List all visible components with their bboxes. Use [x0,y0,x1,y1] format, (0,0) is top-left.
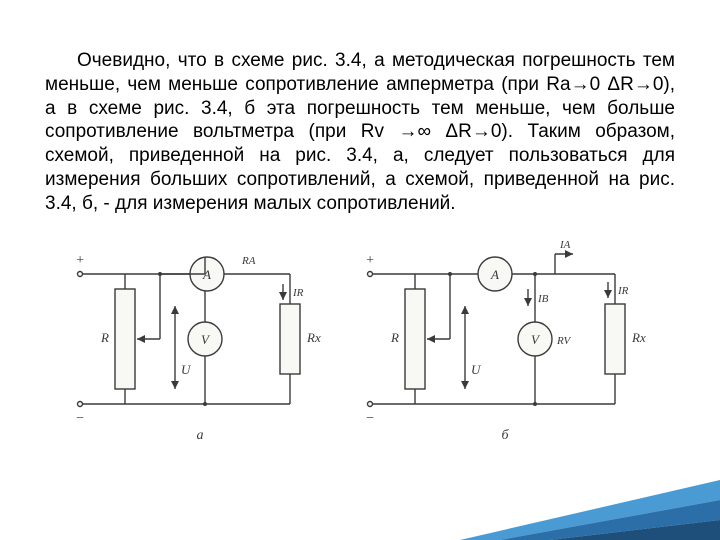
main-paragraph: Очевидно, что в схеме рис. 3.4, а методи… [45,49,675,215]
corner-decoration [460,470,720,540]
svg-text:IR: IR [617,285,629,297]
svg-text:Rx: Rx [306,330,321,345]
svg-text:IB: IB [537,293,549,305]
svg-text:R: R [100,330,109,345]
diagram-container: + − R A [45,234,675,454]
svg-text:−: − [75,411,84,426]
svg-text:+: + [365,253,374,268]
circuit-a: + − R A [65,234,335,454]
circuit-b: + − R [355,234,655,454]
svg-text:R: R [390,330,399,345]
svg-text:Rx: Rx [631,330,646,345]
svg-text:IA: IA [559,239,571,251]
svg-text:RA: RA [241,255,256,267]
svg-text:A: A [490,267,499,282]
svg-text:U: U [471,362,482,377]
svg-text:RV: RV [556,335,572,347]
svg-text:б: б [501,428,509,443]
svg-text:U: U [181,362,192,377]
svg-text:−: − [365,411,374,426]
svg-text:+: + [75,253,84,268]
svg-text:IR: IR [292,287,304,299]
svg-text:а: а [197,428,204,443]
